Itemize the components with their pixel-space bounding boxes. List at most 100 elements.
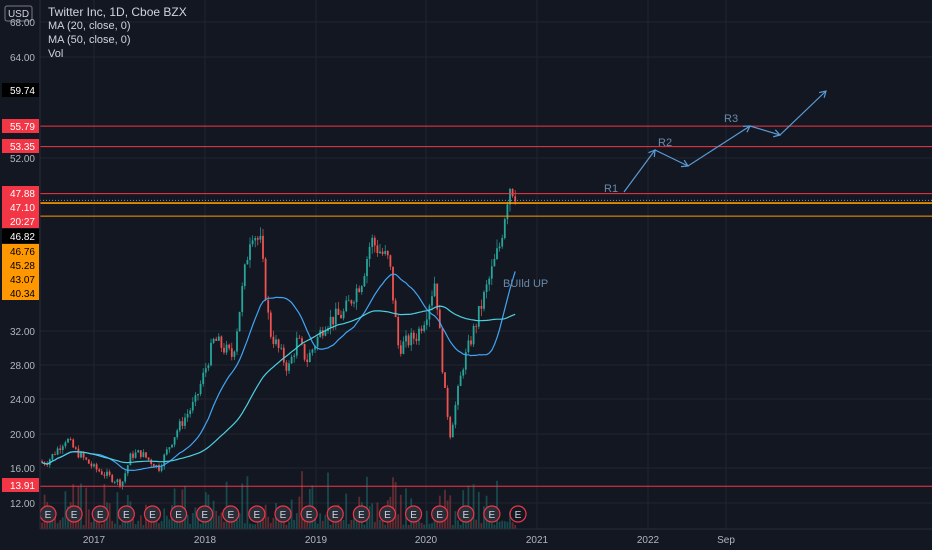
price-tag[interactable] xyxy=(2,200,39,214)
candle-body[interactable] xyxy=(215,338,218,341)
candle-body[interactable] xyxy=(82,452,85,458)
candle-body[interactable] xyxy=(467,340,470,353)
price-tag[interactable] xyxy=(2,258,39,272)
candle-body[interactable] xyxy=(194,395,197,402)
earnings-marker[interactable] xyxy=(300,505,318,523)
candle-body[interactable] xyxy=(423,325,426,332)
candle-body[interactable] xyxy=(358,288,361,293)
candle-body[interactable] xyxy=(191,401,194,411)
earnings-marker[interactable] xyxy=(352,505,370,523)
candle-body[interactable] xyxy=(236,331,238,352)
candle-body[interactable] xyxy=(337,308,340,315)
candle-body[interactable] xyxy=(381,251,384,254)
candle-body[interactable] xyxy=(308,352,311,363)
candle-body[interactable] xyxy=(142,452,145,457)
earnings-marker[interactable] xyxy=(91,505,109,523)
candle-body[interactable] xyxy=(293,355,296,357)
candle-body[interactable] xyxy=(106,471,108,476)
candle-body[interactable] xyxy=(306,359,309,363)
candle-body[interactable] xyxy=(397,317,400,346)
candle-body[interactable] xyxy=(493,258,496,267)
candle-body[interactable] xyxy=(59,448,62,451)
candle-body[interactable] xyxy=(264,258,267,301)
candle-body[interactable] xyxy=(51,454,54,460)
candle-body[interactable] xyxy=(165,449,168,455)
candle-body[interactable] xyxy=(256,238,259,240)
candle-body[interactable] xyxy=(197,394,199,396)
candle-body[interactable] xyxy=(126,465,129,474)
price-tag[interactable] xyxy=(2,244,39,258)
candle-body[interactable] xyxy=(379,251,381,254)
candle-body[interactable] xyxy=(147,457,150,460)
candle-body[interactable] xyxy=(259,235,262,240)
candle-body[interactable] xyxy=(480,305,483,309)
candle-body[interactable] xyxy=(457,386,459,406)
currency-box[interactable] xyxy=(4,5,33,22)
candle-body[interactable] xyxy=(342,311,345,319)
candle-body[interactable] xyxy=(438,309,441,329)
candle-body[interactable] xyxy=(376,245,379,254)
candle-body[interactable] xyxy=(93,464,95,467)
candle-body[interactable] xyxy=(225,344,228,353)
candle-body[interactable] xyxy=(514,196,517,202)
candle-body[interactable] xyxy=(139,450,142,457)
price-tag[interactable] xyxy=(2,83,39,97)
candle-body[interactable] xyxy=(220,336,223,348)
candle-body[interactable] xyxy=(295,337,298,356)
candle-body[interactable] xyxy=(444,372,446,388)
candle-body[interactable] xyxy=(184,417,186,426)
price-tag[interactable] xyxy=(2,139,39,153)
candle-body[interactable] xyxy=(503,219,506,239)
candle-body[interactable] xyxy=(363,276,366,287)
candle-body[interactable] xyxy=(212,338,215,343)
candle-body[interactable] xyxy=(459,375,462,387)
candle-body[interactable] xyxy=(329,316,332,329)
candle-body[interactable] xyxy=(61,446,64,451)
volume-legend[interactable]: Vol xyxy=(48,48,64,60)
candle-body[interactable] xyxy=(496,248,498,259)
candle-body[interactable] xyxy=(95,464,98,470)
candle-body[interactable] xyxy=(277,339,280,348)
candle-body[interactable] xyxy=(394,300,397,318)
candle-body[interactable] xyxy=(210,342,212,366)
earnings-marker[interactable] xyxy=(431,505,449,523)
earnings-marker[interactable] xyxy=(65,505,83,523)
candle-body[interactable] xyxy=(324,330,327,336)
candle-body[interactable] xyxy=(269,312,272,337)
candle-body[interactable] xyxy=(490,266,493,279)
earnings-marker[interactable] xyxy=(404,505,423,523)
candle-body[interactable] xyxy=(41,461,43,463)
candle-body[interactable] xyxy=(121,481,124,487)
candle-body[interactable] xyxy=(249,244,251,261)
candle-body[interactable] xyxy=(303,343,306,360)
candle-body[interactable] xyxy=(267,300,270,313)
candle-body[interactable] xyxy=(454,405,457,425)
earnings-marker[interactable] xyxy=(169,505,188,523)
candle-body[interactable] xyxy=(477,305,480,327)
candle-body[interactable] xyxy=(178,421,181,431)
candle-body[interactable] xyxy=(415,338,418,341)
candle-body[interactable] xyxy=(316,337,319,347)
candle-body[interactable] xyxy=(111,474,114,483)
candle-body[interactable] xyxy=(137,450,140,453)
candle-body[interactable] xyxy=(501,238,504,247)
candle-body[interactable] xyxy=(451,424,454,438)
candle-body[interactable] xyxy=(366,259,368,277)
ma20-legend[interactable]: MA (20, close, 0) xyxy=(48,20,131,32)
candle-body[interactable] xyxy=(64,442,67,447)
candle-body[interactable] xyxy=(181,421,184,426)
candle-body[interactable] xyxy=(290,356,293,364)
candle-body[interactable] xyxy=(332,316,335,325)
candle-body[interactable] xyxy=(373,237,376,246)
earnings-marker[interactable] xyxy=(457,505,475,523)
candle-body[interactable] xyxy=(54,454,56,455)
candle-body[interactable] xyxy=(199,383,202,395)
candle-body[interactable] xyxy=(298,337,301,339)
candle-body[interactable] xyxy=(163,454,166,467)
candle-body[interactable] xyxy=(90,463,93,467)
candle-body[interactable] xyxy=(353,302,355,304)
candle-body[interactable] xyxy=(98,469,101,472)
price-tag[interactable] xyxy=(2,286,39,300)
candle-body[interactable] xyxy=(160,466,163,471)
candle-body[interactable] xyxy=(87,459,90,464)
